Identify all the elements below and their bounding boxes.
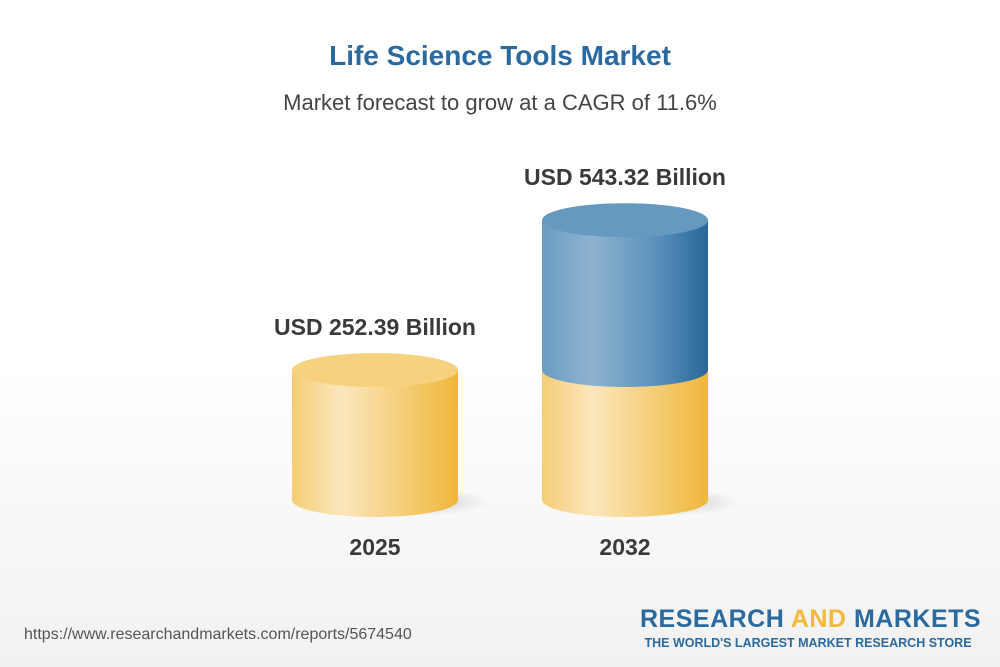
category-label: 2032 [599, 534, 650, 560]
chart-title: Life Science Tools Market [329, 40, 671, 71]
data-label: USD 252.39 Billion [274, 314, 476, 340]
chart-subtitle: Market forecast to grow at a CAGR of 11.… [283, 90, 717, 115]
bar-2032-base [542, 370, 708, 517]
bar-2025 [292, 370, 458, 517]
category-label: 2025 [349, 534, 400, 560]
research-and-markets-logo: RESEARCH AND MARKETS THE WORLD'S LARGEST… [640, 605, 982, 650]
source-url[interactable]: https://www.researchandmarkets.com/repor… [24, 626, 412, 643]
cylinder-chart: USD 252.39 Billion 2025 USD 543.32 Billion… [274, 164, 740, 560]
bar-2032-growth [542, 220, 708, 388]
data-label: USD 543.32 Billion [524, 164, 726, 190]
bar-top [542, 203, 708, 238]
bar-top [292, 353, 458, 388]
